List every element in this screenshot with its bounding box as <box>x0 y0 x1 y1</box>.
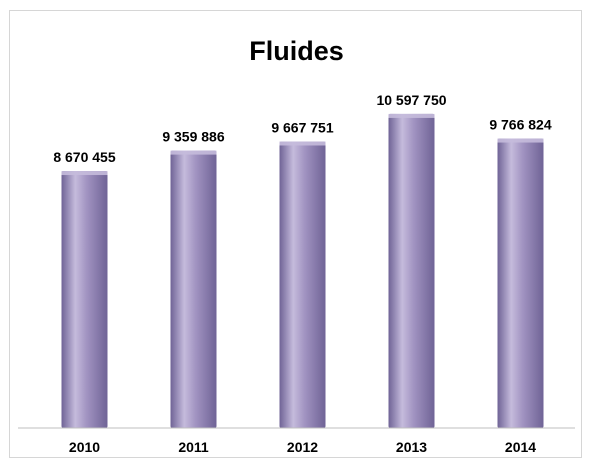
data-label-2011: 9 359 886 <box>162 129 224 145</box>
bars-layer <box>61 113 544 429</box>
bar-2011 <box>170 150 217 429</box>
bar-2014 <box>497 138 544 428</box>
bar-2013 <box>388 113 435 428</box>
x-tick-label-2011: 2011 <box>178 439 209 455</box>
bar-2012 <box>279 141 326 428</box>
data-label-2010: 8 670 455 <box>53 149 115 165</box>
labels-layer: 8 670 455 2010 9 359 886 2011 9 667 751 2012 1… <box>53 92 551 455</box>
bar-cap-2013 <box>388 113 435 118</box>
x-tick-label-2012: 2012 <box>287 439 318 455</box>
bar-cap-2012 <box>279 141 326 146</box>
bar-cap-2011 <box>170 150 217 155</box>
data-label-2014: 9 766 824 <box>489 117 551 133</box>
chart-title: Fluides <box>249 36 344 66</box>
data-label-2013: 10 597 750 <box>376 92 446 108</box>
x-tick-label-2010: 2010 <box>69 439 100 455</box>
bar-2010 <box>61 171 108 428</box>
bar-cap-2014 <box>497 138 544 143</box>
bar-cap-2010 <box>61 171 108 176</box>
data-label-2012: 9 667 751 <box>271 119 333 135</box>
x-tick-label-2013: 2013 <box>396 439 427 455</box>
x-tick-label-2014: 2014 <box>505 439 536 455</box>
